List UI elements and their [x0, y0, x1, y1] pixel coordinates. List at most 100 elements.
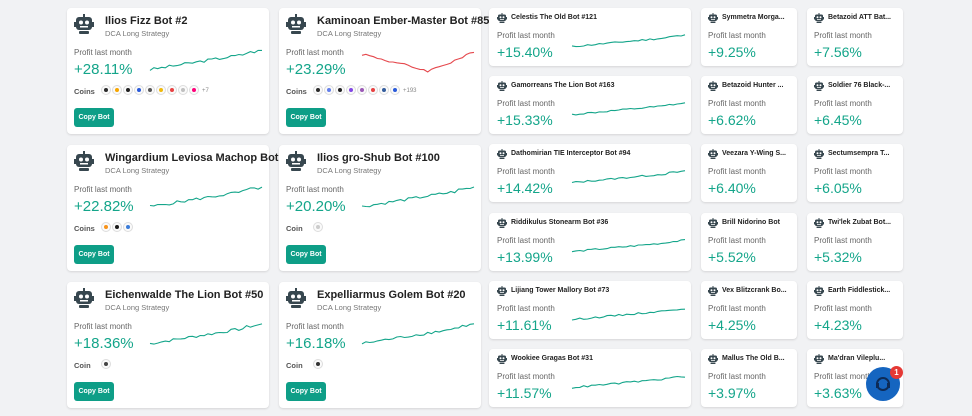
bot-icon [497, 217, 507, 228]
coin-icon [123, 222, 133, 232]
profit-label: Profit last month [74, 48, 132, 57]
coin-icon [346, 85, 356, 95]
coin-icon [167, 85, 177, 95]
bot-card: Vex Blitzcrank Bo... Profit last month +4.… [701, 280, 797, 339]
profit-label: Profit last month [497, 235, 555, 245]
bot-icon [286, 151, 306, 171]
copy-bot-button[interactable]: Copy Bot [286, 382, 326, 401]
profit-label: Profit last month [497, 31, 555, 40]
profit-label: Profit last month [497, 303, 555, 313]
profit-value: +20.20% [286, 198, 346, 215]
bot-card: Kaminoan Ember-Master Bot #85 DCA Long St… [279, 8, 489, 134]
coin-icon [313, 85, 323, 95]
profit-label: Profit last month [74, 185, 132, 194]
profit-value: +15.33% [497, 112, 553, 129]
profit-label: Profit last month [814, 167, 872, 177]
sparkline-path [571, 170, 686, 184]
chat-badge: 1 [890, 366, 903, 379]
bot-card: Expelliarmus Golem Bot #20 DCA Long Strat… [279, 282, 481, 408]
coin-icon [313, 359, 323, 369]
bot-name: Veezara Y-Wing S... [722, 150, 787, 158]
profit-label: Profit last month [497, 99, 555, 109]
coin-icon [101, 85, 111, 95]
sparkline-path [571, 102, 686, 116]
profit-label: Profit last month [286, 322, 344, 331]
profit-value: +7.56% [814, 44, 862, 60]
bot-card: Twi'lek Zubat Bot... Profit last month +5.… [807, 212, 903, 271]
profit-value: +13.99% [497, 248, 553, 265]
profit-label: Profit last month [708, 99, 766, 109]
copy-bot-button[interactable]: Copy Bot [286, 245, 326, 264]
coin-icon [324, 85, 334, 95]
bot-card: Symmetra Morga... Profit last month +9.25% [701, 8, 797, 66]
bot-name: Riddikulus Stonearm Bot #36 [511, 218, 609, 226]
sparkline [571, 102, 686, 116]
bot-card: Riddikulus Stonearm Bot #36 Profit last m… [489, 212, 691, 271]
bot-card: Sectumsempra T... Profit last month +6.05% [807, 144, 903, 203]
bot-name: Kaminoan Ember-Master Bot #85 [317, 15, 490, 27]
profit-value: +6.45% [814, 112, 862, 129]
copy-bot-button[interactable]: Copy Bot [74, 245, 114, 264]
sparkline [571, 170, 686, 184]
copy-bot-button[interactable]: Copy Bot [286, 108, 326, 127]
profit-label: Profit last month [497, 167, 555, 177]
sparkline [571, 34, 686, 48]
bot-name: Ilios Fizz Bot #2 [105, 15, 188, 27]
bot-name: Sectumsempra T... [828, 150, 890, 158]
profit-value: +4.25% [708, 316, 756, 333]
bot-strategy: DCA Long Strategy [317, 166, 382, 175]
bot-card: Wingardium Leviosa Machop Bot ... DCA Lon… [67, 145, 291, 271]
coin-icon [145, 85, 155, 95]
bot-name: Betazoid ATT Bat... [828, 14, 891, 21]
bot-name: Eichenwalde The Lion Bot #50 [105, 289, 264, 301]
coin-icon [189, 85, 199, 95]
sparkline-path [149, 186, 263, 207]
profit-value: +6.05% [814, 180, 862, 197]
bot-name: Celestis The Old Bot #121 [511, 14, 597, 21]
sparkline [361, 323, 475, 345]
profit-label: Profit last month [708, 167, 766, 177]
bot-icon [708, 217, 718, 228]
profit-value: +28.11% [74, 61, 133, 78]
bot-name: Twi'lek Zubat Bot... [828, 218, 891, 226]
bot-strategy: DCA Long Strategy [105, 303, 170, 312]
bot-strategy: DCA Long Strategy [317, 303, 382, 312]
sparkline [571, 308, 686, 321]
sparkline [149, 323, 263, 345]
bot-icon [286, 14, 306, 34]
bot-card: Dathomirian TIE Interceptor Bot #94 Profi… [489, 144, 691, 203]
coin-icon [390, 85, 400, 95]
bot-card: Betazoid ATT Bat... Profit last month +7.5… [807, 8, 903, 66]
bot-icon [497, 13, 507, 23]
bot-icon [708, 149, 718, 160]
bot-name: Ilios gro-Shub Bot #100 [317, 152, 440, 164]
bot-card: Veezara Y-Wing S... Profit last month +6.4… [701, 144, 797, 203]
sparkline [361, 186, 475, 208]
bot-name: Brill Nidorino Bot [722, 218, 780, 226]
bot-icon [708, 354, 718, 364]
profit-label: Profit last month [708, 31, 766, 40]
sparkline-path [571, 375, 686, 389]
bot-card: Lijiang Tower Mallory Bot #73 Profit last… [489, 280, 691, 339]
sparkline [149, 186, 263, 207]
profit-value: +5.32% [814, 248, 862, 265]
coins-label: Coin [286, 361, 303, 370]
bot-card: Ilios gro-Shub Bot #100 DCA Long Strategy… [279, 145, 481, 271]
profit-value: +3.97% [708, 385, 756, 401]
bot-icon [74, 288, 94, 308]
bot-icon [286, 288, 306, 308]
coin-icon [178, 85, 188, 95]
profit-value: +22.82% [74, 198, 134, 215]
coins-label: Coins [286, 87, 307, 96]
sparkline [149, 49, 262, 71]
profit-value: +15.40% [497, 44, 553, 60]
bot-icon [708, 285, 718, 296]
profit-value: +6.40% [708, 180, 756, 197]
profit-label: Profit last month [814, 372, 872, 381]
copy-bot-button[interactable]: Copy Bot [74, 108, 114, 127]
copy-bot-button[interactable]: Copy Bot [74, 382, 114, 401]
bot-name: Gamorreans The Lion Bot #163 [511, 82, 615, 90]
profit-value: +4.23% [814, 316, 862, 333]
bot-name: Betazoid Hunter ... [722, 82, 784, 90]
